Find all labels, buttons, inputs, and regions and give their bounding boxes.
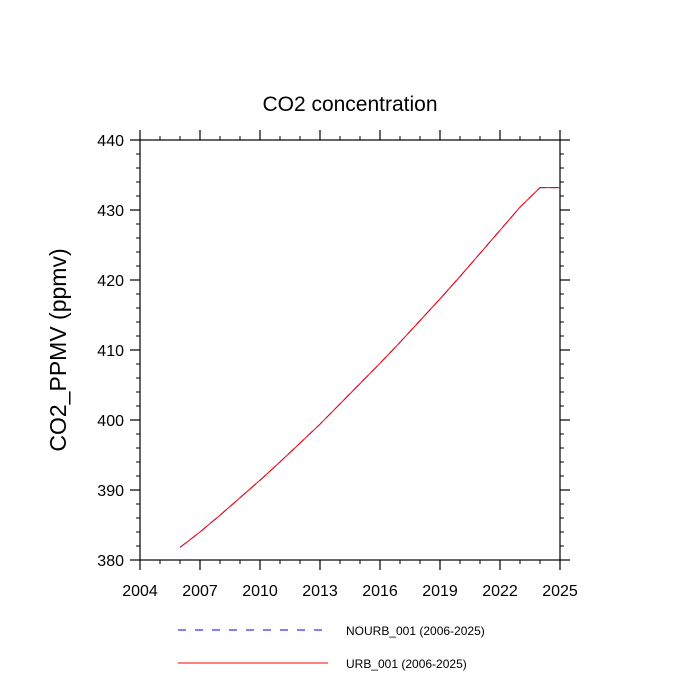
x-tick-label: 2004 xyxy=(122,583,158,600)
x-tick-label: 2022 xyxy=(482,583,518,600)
x-tick-label: 2007 xyxy=(182,583,218,600)
y-tick-label: 410 xyxy=(97,343,124,360)
chart-title: CO2 concentration xyxy=(262,93,437,116)
y-tick-label: 420 xyxy=(97,273,124,290)
y-tick-label: 390 xyxy=(97,483,124,500)
y-tick-label: 430 xyxy=(97,203,124,220)
x-tick-label: 2010 xyxy=(242,583,278,600)
x-tick-label: 2013 xyxy=(302,583,338,600)
series-line-nourb-001 xyxy=(179,187,560,548)
plot-frame xyxy=(139,139,561,561)
y-tick-label: 440 xyxy=(97,133,124,150)
y-axis-label: CO2_PPMV (ppmv) xyxy=(45,248,71,451)
x-tick-label: 2019 xyxy=(422,583,458,600)
legend-label: URB_001 (2006-2025) xyxy=(346,657,467,671)
y-tick-label: 380 xyxy=(97,553,124,570)
series-line-urb-001 xyxy=(179,187,560,548)
x-tick-label: 2016 xyxy=(362,583,398,600)
y-tick-label: 400 xyxy=(97,413,124,430)
legend-label: NOURB_001 (2006-2025) xyxy=(346,624,485,638)
x-tick-label: 2025 xyxy=(542,583,578,600)
